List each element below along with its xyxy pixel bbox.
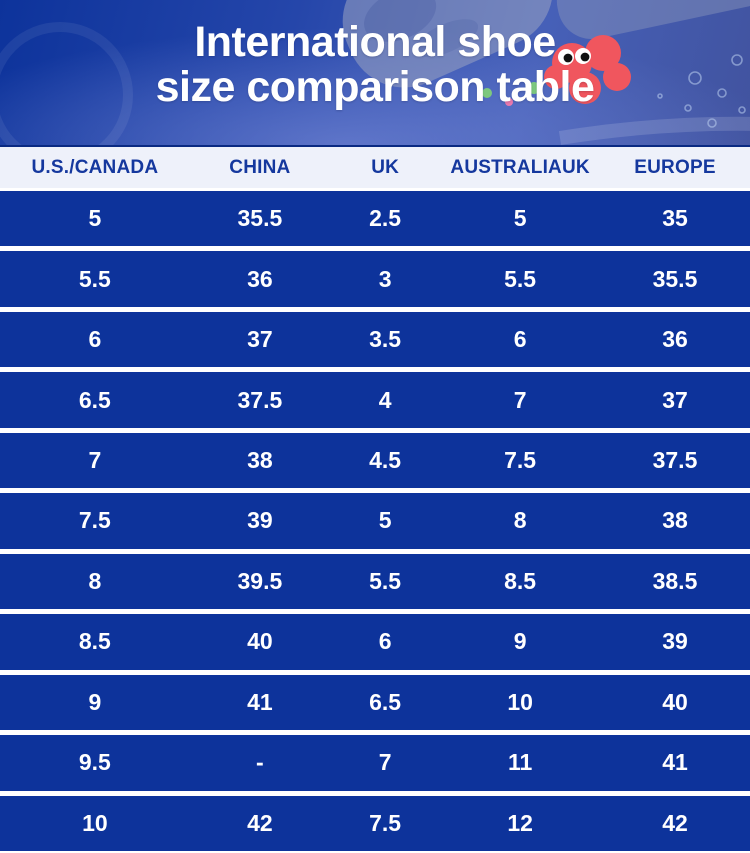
column-header-australia: AUSTRALIAUK	[450, 156, 590, 178]
size-cell: 35.5	[237, 205, 283, 232]
hero-banner: International shoe size comparison table	[0, 0, 750, 147]
size-cell: 9	[88, 688, 102, 715]
table-row: 5 35.5 2.5 5 35	[0, 191, 750, 247]
page-title-line2: size comparison table	[155, 62, 595, 111]
size-cell: 38	[247, 447, 273, 474]
size-cell: 11	[507, 749, 533, 776]
column-header-europe: EUROPE	[634, 156, 716, 178]
size-cell: 5.5	[504, 265, 537, 292]
size-cell: 39	[662, 628, 688, 655]
size-cell: 3	[378, 265, 392, 292]
size-cell: 36	[247, 265, 273, 292]
page-title-line1: International shoe	[194, 18, 556, 66]
googly-eyes-icon	[558, 48, 591, 65]
size-cell: 8.5	[78, 628, 111, 655]
column-header-uk: UK	[371, 156, 400, 178]
size-cell: 35.5	[652, 265, 698, 292]
size-cell: 37	[662, 386, 688, 413]
table-row: 9.5 - 7 11 41	[0, 735, 750, 791]
table-row: 5.5 36 3 5.5 35.5	[0, 251, 750, 307]
size-cell: 42	[662, 809, 688, 836]
table-body: 5 35.5 2.5 5 35 5.5 36 3 5.5 35.5 6 37 3.5 6 36 6.5 37.5…	[0, 188, 750, 851]
size-cell: 7	[378, 749, 392, 776]
size-cell: 7	[513, 386, 527, 413]
size-cell: 9	[513, 628, 527, 655]
size-cell: 8	[513, 507, 527, 534]
size-cell: 7	[88, 447, 102, 474]
column-header-china: CHINA	[229, 156, 291, 178]
size-cell: 7.5	[369, 809, 402, 836]
size-cell: 6.5	[369, 688, 402, 715]
size-cell: 8.5	[504, 567, 537, 594]
size-cell: 39.5	[237, 567, 283, 594]
shoe-sole-icon	[342, 0, 750, 88]
page-title: International shoe size comparison table	[0, 0, 750, 109]
size-cell: 37	[247, 326, 273, 353]
size-comparison-table: U.S./CANADA CHINA UK AUSTRALIAUK EUROPE …	[0, 147, 750, 851]
size-cell: 6	[513, 326, 527, 353]
size-cell: 8	[88, 567, 102, 594]
size-cell: 39	[247, 507, 273, 534]
size-cell: 10	[507, 688, 533, 715]
size-cell: 7.5	[78, 507, 111, 534]
size-cell: 41	[662, 749, 688, 776]
size-cell: 5	[88, 205, 102, 232]
size-cell: 5.5	[78, 265, 111, 292]
size-cell: 3.5	[369, 326, 402, 353]
table-header-row: U.S./CANADA CHINA UK AUSTRALIAUK EUROPE	[0, 147, 750, 188]
water-streak-icon	[558, 116, 750, 145]
table-row: 8.5 40 6 9 39	[0, 614, 750, 670]
crab-mascot-icon	[544, 35, 631, 104]
table-row: 6 37 3.5 6 36	[0, 311, 750, 368]
size-cell: -	[256, 749, 264, 776]
table-row: 10 42 7.5 12 42	[0, 795, 750, 851]
size-cell: 37.5	[237, 386, 283, 413]
size-cell: 10	[82, 809, 108, 836]
size-cell: 5.5	[369, 567, 402, 594]
table-row: 9 41 6.5 10 40	[0, 674, 750, 731]
size-cell: 9.5	[78, 749, 111, 776]
size-cell: 38.5	[652, 567, 698, 594]
table-row: 8 39.5 5.5 8.5 38.5	[0, 553, 750, 610]
size-cell: 6.5	[78, 386, 111, 413]
size-cell: 4	[378, 386, 392, 413]
column-header-us-canada: U.S./CANADA	[31, 156, 159, 178]
size-cell: 35	[662, 205, 688, 232]
size-cell: 7.5	[504, 447, 537, 474]
table-row: 7 38 4.5 7.5 37.5	[0, 432, 750, 489]
size-cell: 42	[247, 809, 273, 836]
size-cell: 6	[88, 326, 102, 353]
size-cell: 37.5	[652, 447, 698, 474]
water-bubbles-icon	[657, 54, 746, 128]
size-cell: 38	[662, 507, 688, 534]
ripple-icon	[0, 22, 133, 145]
size-cell: 5	[378, 507, 392, 534]
size-cell: 4.5	[369, 447, 402, 474]
size-cell: 6	[378, 628, 392, 655]
hero-decorations	[0, 0, 750, 145]
size-cell: 2.5	[369, 205, 402, 232]
size-cell: 41	[247, 688, 273, 715]
size-cell: 40	[662, 688, 688, 715]
size-cell: 5	[513, 205, 527, 232]
size-cell: 12	[507, 809, 533, 836]
size-cell: 40	[247, 628, 273, 655]
table-row: 7.5 39 5 8 38	[0, 493, 750, 549]
table-row: 6.5 37.5 4 7 37	[0, 372, 750, 428]
size-cell: 36	[662, 326, 688, 353]
